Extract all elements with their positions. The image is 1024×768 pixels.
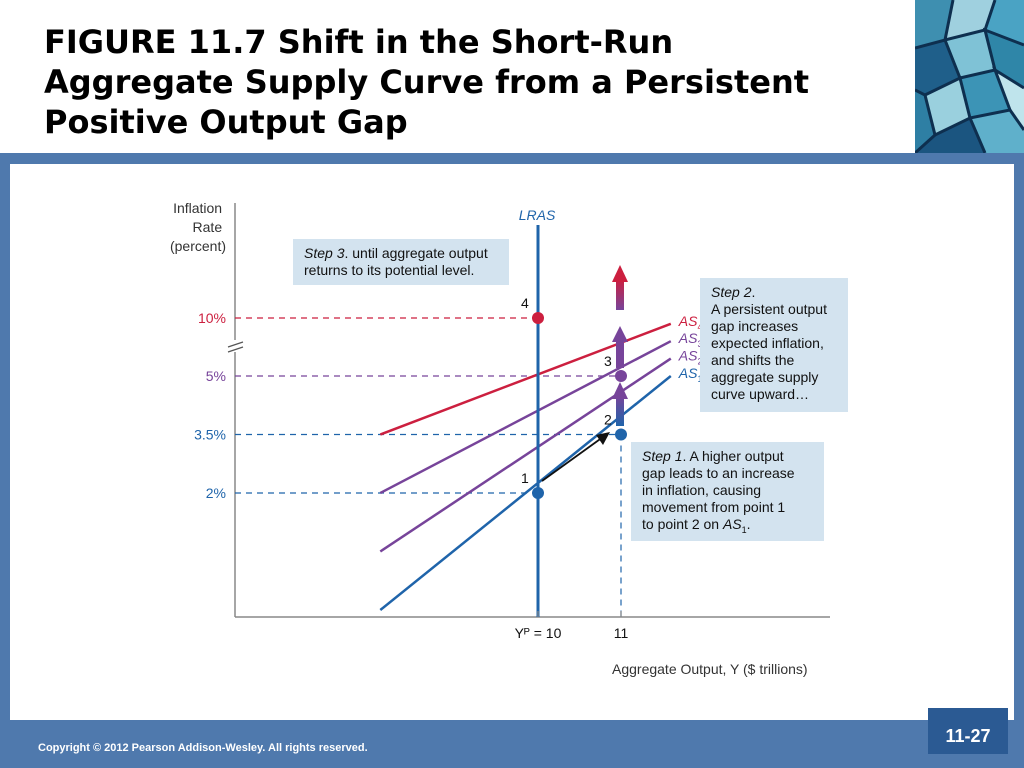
callout-step-1-as: AS xyxy=(722,516,742,532)
callout-step-2-line-6: aggregate supply xyxy=(711,369,818,385)
as-shift-chart: Inflation Rate (percent) Aggregate Outpu… xyxy=(170,200,848,677)
svg-text:Step 3. until aggregate output: Step 3. until aggregate output returns t… xyxy=(304,245,492,278)
footer-bar xyxy=(0,731,1024,768)
y-tick-label-3: 3.5% xyxy=(194,427,226,443)
callout-step-1-as-sub: 1 xyxy=(742,525,747,535)
x-tick-label-1: Yᴾ = 10 xyxy=(515,625,562,641)
as-label-4-name: AS xyxy=(678,313,698,329)
as-label-1: AS1 xyxy=(678,365,703,384)
shift-arrow-2-3-head xyxy=(612,326,628,342)
callout-step-1-line-4: movement from point 1 xyxy=(642,499,785,515)
y-axis-label-line-2: Rate xyxy=(193,219,223,235)
lras-label: LRAS xyxy=(519,207,556,223)
shift-arrows xyxy=(612,265,628,426)
as-label-4: AS4 xyxy=(678,313,703,332)
svg-text:Step 1. A higher output: Step 1. A higher output gap leads to an … xyxy=(642,448,798,535)
callout-step-1: Step 1. A higher output gap leads to an … xyxy=(631,442,824,541)
shift-arrow-1-2 xyxy=(616,396,624,426)
as-label-2: AS2 xyxy=(678,348,703,367)
x-tick-label-2: 11 xyxy=(614,625,629,641)
x-axis-label: Aggregate Output, Y ($ trillions) xyxy=(612,661,808,677)
y-tick-label-1: 10% xyxy=(198,310,226,326)
callout-step-2-line-4: expected inflation, xyxy=(711,335,824,351)
as-label-4-sub: 4 xyxy=(697,322,702,332)
callout-step-2-line-3: gap increases xyxy=(711,318,798,334)
movement-arrow-head xyxy=(596,432,610,445)
as-label-3-name: AS xyxy=(678,330,698,346)
callout-step-1-line-1: . A higher output xyxy=(682,448,783,464)
callout-step-2-line-7: curve upward… xyxy=(711,386,809,402)
y-tick-label-2: 5% xyxy=(206,368,226,384)
shift-arrow-1-2-head xyxy=(612,382,628,399)
point-1 xyxy=(532,487,544,499)
as-label-1-sub: 1 xyxy=(697,374,702,384)
page-number-box xyxy=(928,708,1008,754)
as-label-2-sub: 2 xyxy=(697,357,702,367)
callout-step-3: Step 3. until aggregate output returns t… xyxy=(293,239,509,285)
corner-mosaic-art xyxy=(915,0,1024,153)
point-label-4: 4 xyxy=(521,295,529,311)
point-label-1: 1 xyxy=(521,470,529,486)
svg-text:Step 2. A persistent o: Step 2. A persistent output gap increase… xyxy=(711,284,831,402)
as-label-1-name: AS xyxy=(678,365,698,381)
callout-step-1-box xyxy=(631,442,824,541)
as-label-2-name: AS xyxy=(678,348,698,364)
figure-panel: Inflation Rate (percent) Aggregate Outpu… xyxy=(10,164,1014,720)
callout-step-3-heading: Step 3 xyxy=(304,245,345,261)
y-axis-label: Inflation Rate (percent) xyxy=(170,200,226,254)
callout-step-3-box xyxy=(293,239,509,285)
point-3 xyxy=(615,370,627,382)
callout-step-2: Step 2. A persistent output gap increase… xyxy=(700,278,848,412)
point-4 xyxy=(532,312,544,324)
callout-step-2-heading: Step 2 xyxy=(711,284,752,300)
shift-arrow-3-4-head xyxy=(612,265,628,282)
callout-step-3-line-1: . until aggregate output xyxy=(344,245,487,261)
callout-step-2-line-1: . xyxy=(751,284,755,300)
callout-step-1-line-2: gap leads to an increase xyxy=(642,465,795,481)
callout-step-1-line-5: to point 2 on xyxy=(642,516,723,532)
as-curve-2 xyxy=(379,357,672,553)
as-label-3-sub: 3 xyxy=(697,339,702,349)
y-axis-break xyxy=(227,340,244,353)
point-2 xyxy=(615,428,627,441)
callout-step-2-box xyxy=(700,278,848,412)
callout-step-3-line-2: returns to its potential level. xyxy=(304,262,474,278)
y-axis-label-line-3: (percent) xyxy=(170,238,226,254)
y-axis-label-line-1: Inflation xyxy=(173,200,222,216)
point-label-2: 2 xyxy=(604,412,612,428)
slide-title: FIGURE 11.7 Shift in the Short-Run Aggre… xyxy=(44,23,810,141)
callout-step-2-line-5: and shifts the xyxy=(711,352,794,368)
point-label-3: 3 xyxy=(604,353,612,369)
callout-step-1-heading: Step 1 xyxy=(642,448,682,464)
equilibrium-points: 1 2 3 4 xyxy=(521,295,627,499)
copyright-notice: Copyright © 2012 Pearson Addison-Wesley.… xyxy=(38,742,368,754)
shift-arrow-2-3 xyxy=(616,340,624,368)
page-number: 11-27 xyxy=(945,726,991,746)
callout-step-1-end: . xyxy=(747,516,751,532)
movement-arrow-1-to-2 xyxy=(541,436,604,482)
y-tick-label-4: 2% xyxy=(206,485,226,501)
as-label-3: AS3 xyxy=(678,330,703,349)
shift-arrow-3-4 xyxy=(616,279,624,310)
callout-step-2-line-2: A persistent output xyxy=(711,301,827,317)
callout-step-1-line-3: in inflation, causing xyxy=(642,482,761,498)
axis-ticks: 10% 5% 3.5% 2% Yᴾ = 10 11 xyxy=(194,310,628,641)
